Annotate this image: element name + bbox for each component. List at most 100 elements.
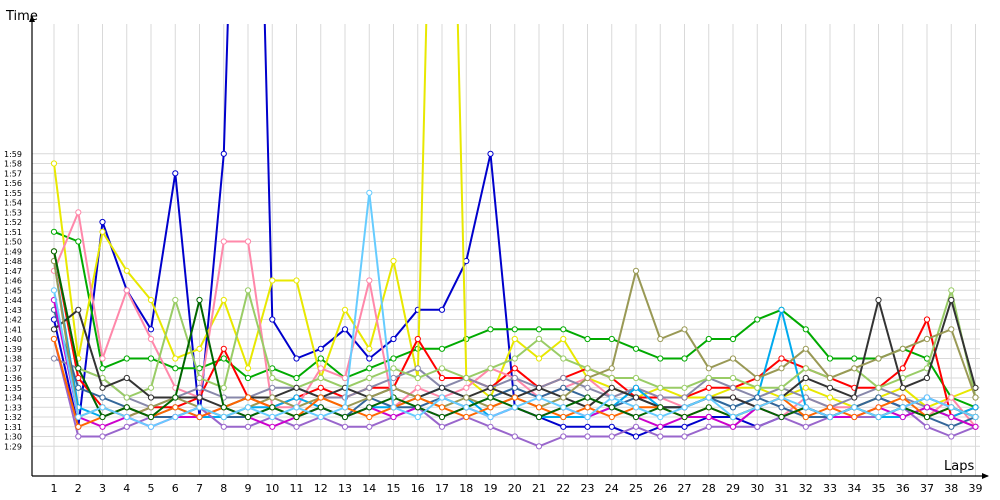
data-point: [923, 413, 931, 421]
y-tick-label: 1:47: [4, 267, 22, 276]
x-tick-label: 23: [581, 482, 595, 495]
data-point: [293, 413, 300, 421]
x-tick-label: 20: [508, 482, 522, 495]
data-point: [681, 384, 688, 391]
data-point: [123, 267, 130, 274]
data-point: [754, 316, 761, 323]
data-point: [244, 374, 252, 382]
x-tick-label: 37: [920, 482, 934, 495]
data-point: [826, 355, 834, 362]
data-point: [341, 326, 349, 333]
data-point: [147, 335, 155, 343]
data-point: [75, 384, 82, 391]
data-point: [317, 404, 324, 411]
data-point: [293, 394, 300, 401]
y-tick-label: 1:46: [4, 277, 22, 286]
data-point: [75, 209, 82, 216]
y-tick-label: 1:42: [4, 316, 22, 325]
data-point: [244, 394, 252, 401]
data-point: [123, 394, 130, 401]
data-point: [972, 423, 979, 430]
data-point: [632, 384, 640, 391]
data-point: [657, 413, 664, 421]
data-point: [99, 404, 106, 411]
data-point: [317, 345, 324, 352]
data-point: [535, 355, 543, 362]
x-tick-label: 25: [629, 482, 643, 495]
y-tick-label: 1:50: [4, 238, 22, 247]
x-tick-label: 21: [532, 482, 546, 495]
y-tick-label: 1:35: [4, 384, 22, 393]
data-point: [438, 394, 446, 401]
data-point: [511, 355, 518, 362]
x-tick-label: 30: [750, 482, 764, 495]
x-tick-label: 15: [387, 482, 401, 495]
data-point: [511, 433, 518, 440]
data-point: [584, 404, 591, 411]
data-point: [366, 355, 373, 362]
data-point: [632, 404, 640, 411]
data-point: [778, 355, 785, 362]
x-tick-label: 7: [196, 482, 203, 495]
data-point: [705, 394, 712, 401]
data-point: [366, 277, 373, 284]
data-point: [681, 413, 688, 421]
data-point: [778, 413, 785, 421]
series-layer: [50, 24, 979, 450]
data-point: [826, 413, 834, 421]
data-point: [414, 335, 421, 343]
data-point: [560, 433, 567, 440]
data-point: [535, 335, 543, 343]
data-point: [244, 423, 252, 430]
data-point: [99, 228, 106, 235]
x-tick-label: 28: [702, 482, 716, 495]
data-point: [851, 404, 858, 411]
data-point: [438, 365, 446, 372]
data-point: [705, 413, 712, 421]
data-point: [147, 326, 155, 333]
data-point: [754, 374, 761, 382]
data-point: [802, 326, 809, 333]
data-point: [535, 394, 543, 401]
x-tick-label: 6: [172, 482, 179, 495]
data-point: [147, 423, 155, 430]
data-point: [438, 423, 446, 430]
data-point: [463, 413, 470, 421]
x-axis-title: Laps: [944, 459, 974, 474]
data-point: [802, 345, 809, 352]
y-axis-title: Time: [5, 9, 38, 24]
data-point: [681, 355, 688, 362]
data-point: [948, 404, 955, 411]
y-tick-label: 1:48: [4, 257, 22, 266]
x-tick-label: 10: [265, 482, 279, 495]
data-point: [366, 189, 373, 196]
data-point: [560, 394, 567, 401]
data-point: [366, 413, 373, 421]
data-point: [802, 365, 809, 372]
data-point: [875, 413, 882, 421]
y-tick-label: 1:58: [4, 160, 22, 169]
x-tick-label: 18: [459, 482, 473, 495]
data-point: [269, 404, 276, 411]
data-point: [584, 335, 591, 343]
data-point: [438, 404, 446, 411]
data-point: [632, 433, 640, 440]
data-point: [705, 365, 712, 372]
data-point: [220, 238, 227, 245]
data-point: [99, 433, 106, 440]
data-point: [511, 365, 518, 372]
x-tick-label: 14: [362, 482, 376, 495]
data-point: [560, 326, 567, 333]
y-axis-arrow: [29, 15, 35, 22]
data-point: [632, 374, 640, 382]
data-point: [705, 404, 712, 411]
data-point: [341, 374, 349, 382]
y-tick-label: 1:44: [4, 296, 22, 305]
data-point: [899, 365, 906, 372]
data-point: [729, 394, 737, 401]
data-point: [487, 365, 494, 372]
data-point: [269, 423, 276, 430]
data-point: [632, 345, 640, 352]
data-point: [899, 413, 906, 421]
data-point: [948, 433, 955, 440]
